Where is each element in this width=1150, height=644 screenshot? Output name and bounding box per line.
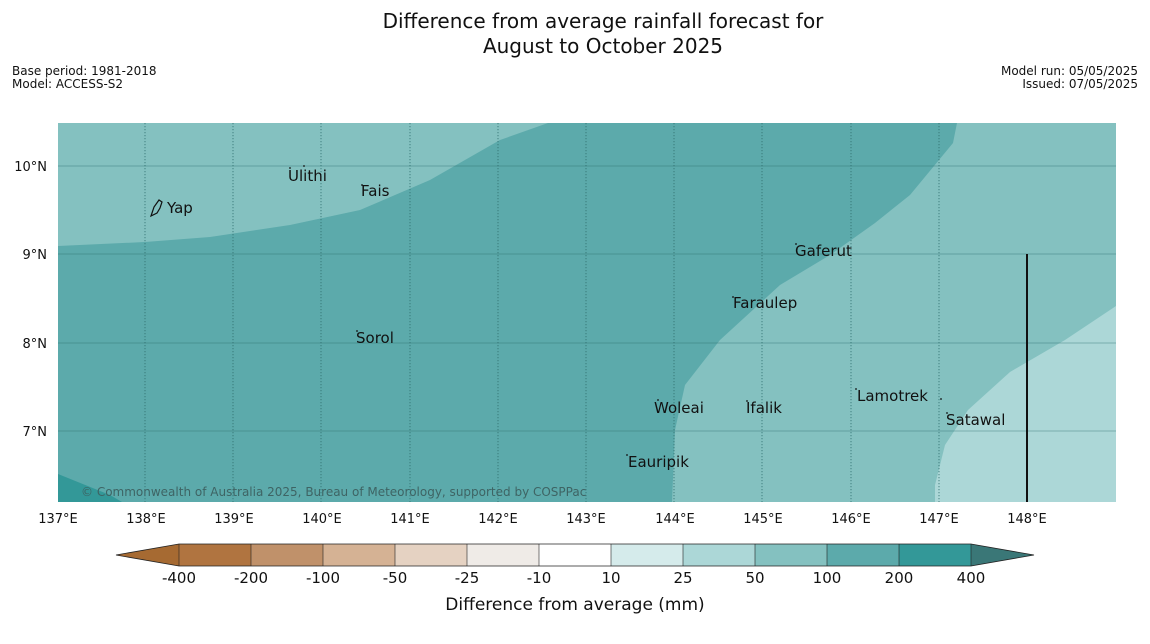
band-200-400-region [58,474,122,502]
x-tick-140e: 140°E [302,512,342,527]
y-tick-10n: 10°N [14,160,47,175]
x-tick-143e: 143°E [566,512,606,527]
x-axis-labels: 137°E 138°E 139°E 140°E 141°E 142°E 143°… [38,512,1047,527]
latitude-lines [58,165,1116,432]
colorbar-segment [899,544,971,566]
x-tick-142e: 142°E [478,512,518,527]
place-labels: Yap Ulithi Fais Gaferut Faraulep Sorol W… [166,167,1005,471]
x-tick-148e: 148°E [1007,512,1047,527]
cb-label-neg10: -10 [527,569,552,587]
base-period-text: Base period: 1981-2018 [12,64,157,78]
map-title: Difference from average rainfall forecas… [0,9,1150,59]
cb-label-neg200: -200 [234,569,268,587]
title-line-1: Difference from average rainfall forecas… [382,9,824,33]
colorbar-segment [827,544,899,566]
cb-label-50: 50 [745,569,764,587]
colorbar-segment [611,544,683,566]
colorbar-segment [179,544,251,566]
colorbar-segment [539,544,611,566]
x-tick-147e: 147°E [919,512,959,527]
island-dots [289,165,948,456]
cb-label-neg50: -50 [383,569,408,587]
band-100-200-region [58,123,957,502]
colorbar-segment [467,544,539,566]
band-25-50-region [935,306,1116,502]
cb-label-400: 400 [957,569,986,587]
place-ulithi: Ulithi [288,167,327,185]
colorbar-segment [683,544,755,566]
cb-label-10: 10 [601,569,620,587]
place-faraulep: Faraulep [733,294,797,312]
colorbar-segment [395,544,467,566]
colorbar-segment [755,544,827,566]
model-text: Model: ACCESS-S2 [12,77,124,91]
cb-label-neg400: -400 [162,569,196,587]
meta-right: Model run: 05/05/2025 Issued: 07/05/2025 [1001,65,1138,91]
colorbar-title: Difference from average (mm) [445,595,704,615]
place-ifalik: Ifalik [746,399,782,417]
x-tick-139e: 139°E [214,512,254,527]
colorbar-segment [323,544,395,566]
y-tick-9n: 9°N [23,248,48,263]
place-yap: Yap [166,199,193,217]
place-eauripik: Eauripik [628,453,689,471]
cb-label-neg25: -25 [455,569,480,587]
place-woleai: Woleai [654,399,704,417]
y-tick-7n: 7°N [23,425,48,440]
colorbar-labels: -400 -200 -100 -50 -25 -10 10 25 50 100 … [162,569,985,587]
y-tick-8n: 8°N [23,337,48,352]
x-tick-137e: 137°E [38,512,78,527]
colorbar-arrow-high [971,544,1034,566]
title-line-2: August to October 2025 [482,34,724,58]
copyright-text: © Commonwealth of Australia 2025, Bureau… [81,485,586,499]
cb-label-100: 100 [813,569,842,587]
colorbar [115,543,1035,567]
place-lamotrek: Lamotrek [857,387,928,405]
graticule [144,123,940,502]
place-sorol: Sorol [356,329,394,347]
x-tick-146e: 146°E [831,512,871,527]
cb-label-25: 25 [673,569,692,587]
x-tick-145e: 145°E [743,512,783,527]
x-tick-141e: 141°E [390,512,430,527]
y-axis-labels: 10°N 9°N 8°N 7°N [14,160,47,440]
x-tick-138e: 138°E [126,512,166,527]
place-gaferut: Gaferut [795,242,852,260]
issued-text: Issued: 07/05/2025 [1022,77,1138,91]
colorbar-segment [251,544,323,566]
cb-label-200: 200 [885,569,914,587]
place-satawal: Satawal [946,411,1005,429]
model-run-text: Model run: 05/05/2025 [1000,64,1138,78]
cb-label-neg100: -100 [306,569,340,587]
colorbar-arrow-low [116,544,179,566]
yap-island-shape [149,199,163,218]
x-tick-144e: 144°E [655,512,695,527]
meta-left: Base period: 1981-2018 Model: ACCESS-S2 [12,65,157,91]
place-fais: Fais [361,182,390,200]
map-shading [58,123,1116,502]
